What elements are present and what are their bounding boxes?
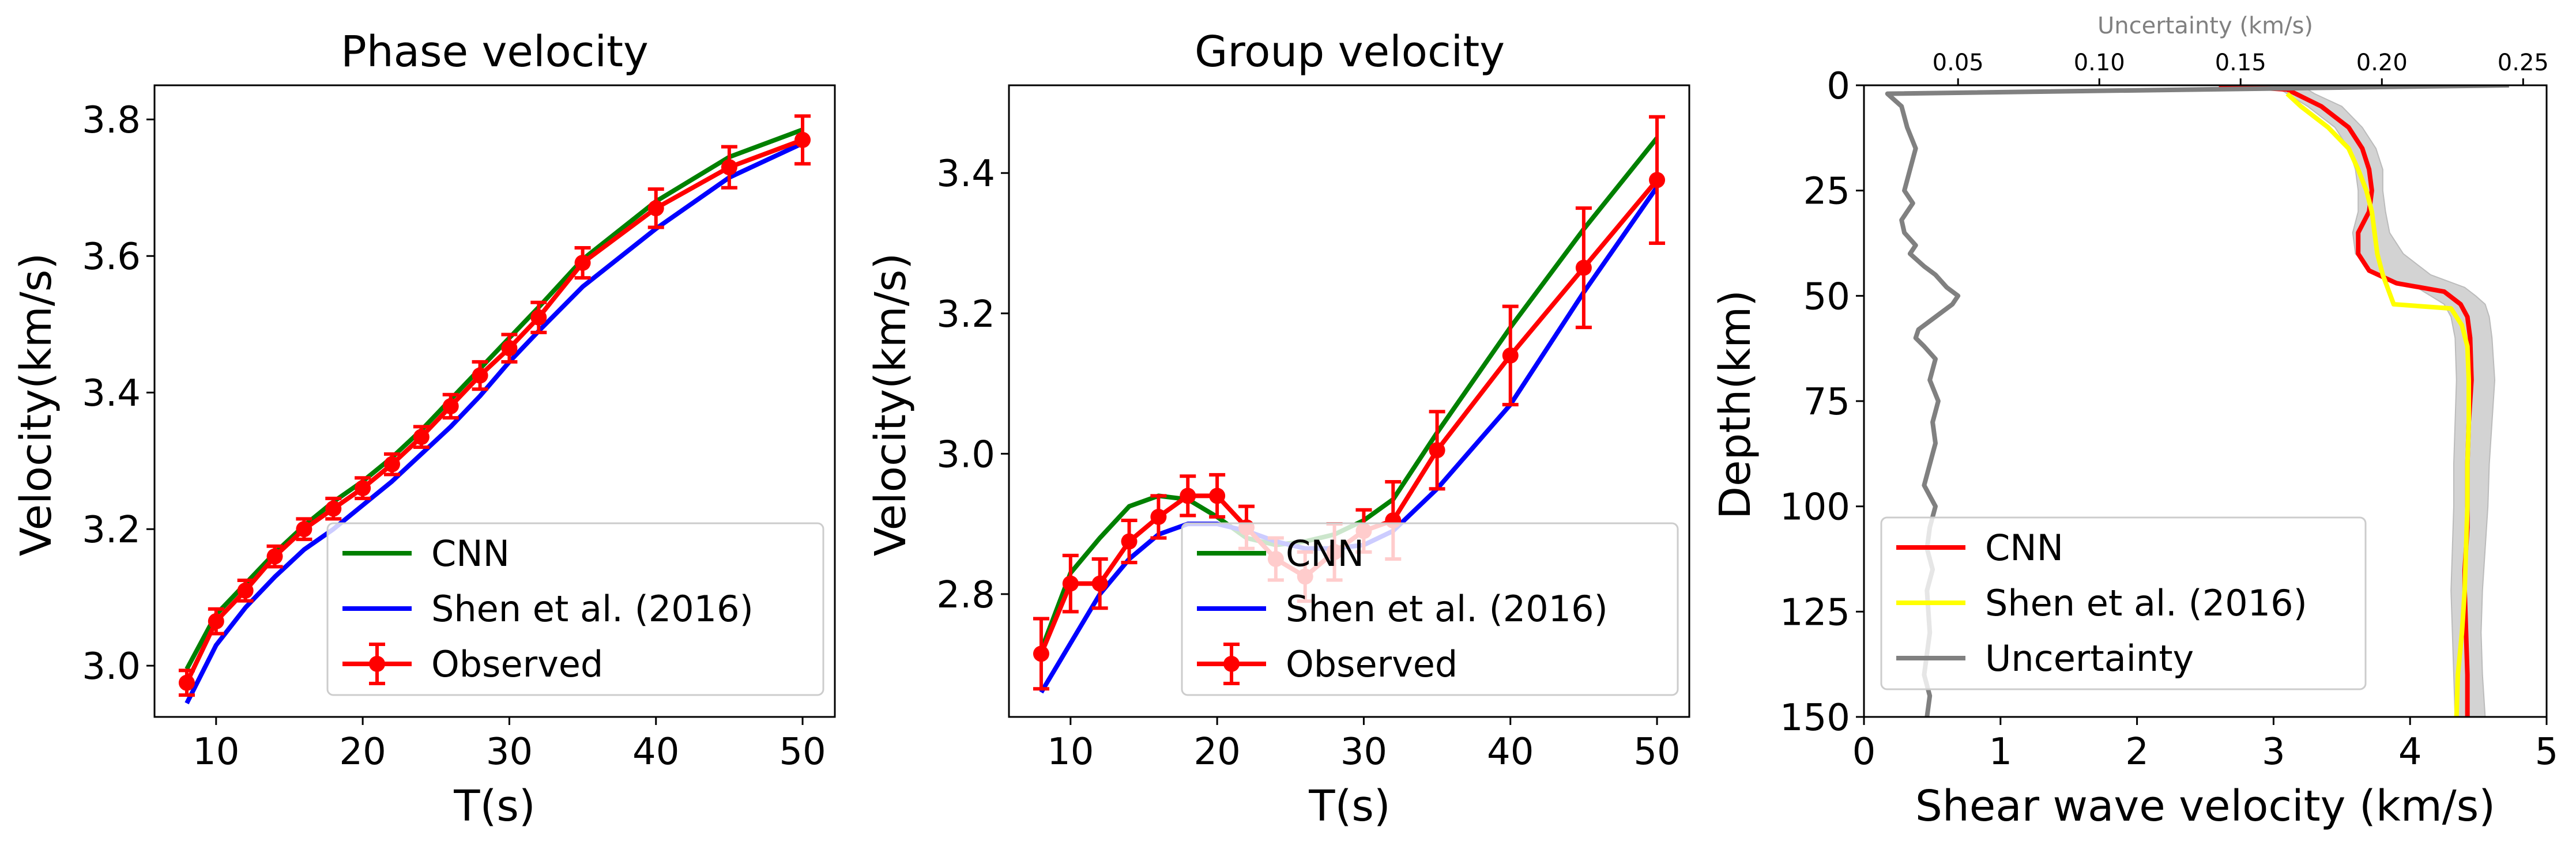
- group-velocity-xlabel: T(s): [1308, 781, 1391, 831]
- x-tick-label: 50: [779, 731, 826, 773]
- shear-velocity-panel: Shear wave velocity (km/s) Depth(km) Unc…: [1711, 13, 2558, 831]
- legend-label: CNN: [1985, 527, 2063, 569]
- y-tick-label: 0: [1826, 65, 1850, 108]
- data-point: [266, 548, 283, 565]
- phase-velocity-ylabel: Velocity(km/s): [12, 253, 61, 556]
- x-tick-label: 0: [1852, 731, 1876, 773]
- top-x-tick-label: 0.25: [2498, 50, 2549, 76]
- data-point: [1180, 488, 1196, 504]
- y-tick-label: 100: [1780, 486, 1850, 529]
- legend-label: Observed: [1286, 643, 1458, 685]
- plot-frame: [153, 84, 836, 718]
- y-tick-label: 3.0: [82, 645, 141, 688]
- y-tick-label: 3.2: [82, 509, 141, 552]
- x-tick-label: 20: [339, 731, 386, 773]
- legend-label: CNN: [1286, 532, 1364, 575]
- phase-velocity-panel: Phase velocity T(s) Velocity(km/s) 10 20 3…: [12, 27, 836, 831]
- data-point: [1062, 575, 1079, 592]
- data-point: [1209, 488, 1226, 504]
- data-point: [208, 613, 224, 630]
- data-point: [721, 159, 737, 176]
- top-x-tick-label: 0.20: [2356, 50, 2408, 76]
- legend-label: Shen et al. (2016): [1286, 588, 1608, 630]
- data-point: [178, 674, 195, 691]
- velocity-line: [2285, 92, 2472, 717]
- series-line: [184, 141, 804, 705]
- group-velocity-title: Group velocity: [1195, 27, 1505, 77]
- group-velocity-ylabel: Velocity(km/s): [866, 253, 916, 556]
- data-point: [1150, 508, 1167, 525]
- data-point: [296, 521, 312, 538]
- x-tick-label: 2: [2125, 731, 2149, 773]
- data-point: [325, 500, 342, 517]
- data-point: [794, 131, 811, 148]
- y-tick-label: 3.4: [936, 153, 995, 195]
- legend-box: [1880, 516, 2367, 690]
- data-point: [574, 255, 591, 271]
- group-velocity-panel: Group velocity T(s) Velocity(km/s) 10 20 3…: [866, 27, 1690, 831]
- data-point: [1575, 259, 1592, 276]
- x-tick-label: 20: [1193, 731, 1240, 773]
- x-tick-label: 40: [1487, 731, 1534, 773]
- data-point: [501, 340, 518, 357]
- data-point: [1429, 442, 1445, 459]
- data-point: [1502, 347, 1519, 364]
- legend-label: Uncertainty: [1985, 637, 2194, 679]
- y-tick-label: 3.8: [82, 99, 141, 142]
- y-tick-label: 25: [1803, 171, 1850, 213]
- phase-velocity-title: Phase velocity: [341, 27, 649, 77]
- data-point: [442, 398, 459, 414]
- y-tick-label: 3.4: [82, 372, 141, 415]
- y-tick-label: 3.0: [936, 433, 995, 476]
- top-x-tick-label: 0.05: [1933, 50, 1984, 76]
- data-point: [647, 200, 664, 217]
- x-tick-label: 40: [632, 731, 679, 773]
- phase-velocity-xlabel: T(s): [453, 781, 536, 831]
- legend-label: Shen et al. (2016): [1985, 582, 2307, 624]
- data-point: [530, 309, 547, 326]
- shear-velocity-xlabel: Shear wave velocity (km/s): [1915, 781, 2495, 831]
- y-tick-label: 50: [1803, 275, 1850, 318]
- top-x-tick-label: 0.10: [2074, 50, 2125, 76]
- plot-area: [1885, 85, 2509, 717]
- y-tick-label: 3.6: [82, 236, 141, 278]
- data-point: [355, 480, 371, 497]
- x-tick-label: 30: [1340, 731, 1387, 773]
- legend-box: [1181, 522, 1679, 696]
- data-point: [1121, 533, 1138, 550]
- y-tick-label: 150: [1780, 697, 1850, 739]
- plot-area: [178, 114, 811, 705]
- x-tick-label: 5: [2535, 731, 2559, 773]
- data-point: [1649, 172, 1666, 188]
- x-tick-label: 30: [486, 731, 533, 773]
- top-x-tick-label: 0.15: [2215, 50, 2266, 76]
- y-tick-label: 125: [1780, 591, 1850, 634]
- depth-ylabel: Depth(km): [1711, 290, 1760, 519]
- legend-label: CNN: [431, 532, 510, 575]
- legend-box: [326, 522, 824, 696]
- data-point: [383, 456, 400, 473]
- data-point: [237, 582, 254, 599]
- y-tick-label: 75: [1803, 381, 1850, 424]
- uncertainty-top-axis-label: Uncertainty (km/s): [2097, 13, 2313, 39]
- plot-frame: [1008, 84, 1690, 718]
- x-tick-label: 3: [2262, 731, 2285, 773]
- data-point: [1033, 645, 1049, 662]
- data-point: [413, 429, 430, 445]
- x-tick-label: 4: [2398, 731, 2422, 773]
- y-tick-label: 3.2: [936, 293, 995, 336]
- legend-label: Observed: [431, 643, 603, 685]
- x-tick-label: 10: [193, 731, 239, 773]
- data-point: [1091, 575, 1108, 592]
- y-tick-label: 2.8: [936, 574, 995, 617]
- x-tick-label: 1: [1989, 731, 2012, 773]
- data-point: [472, 367, 488, 384]
- x-tick-label: 10: [1047, 731, 1094, 773]
- legend-label: Shen et al. (2016): [431, 588, 754, 630]
- uncertainty-band: [2272, 85, 2496, 717]
- x-tick-label: 50: [1633, 731, 1680, 773]
